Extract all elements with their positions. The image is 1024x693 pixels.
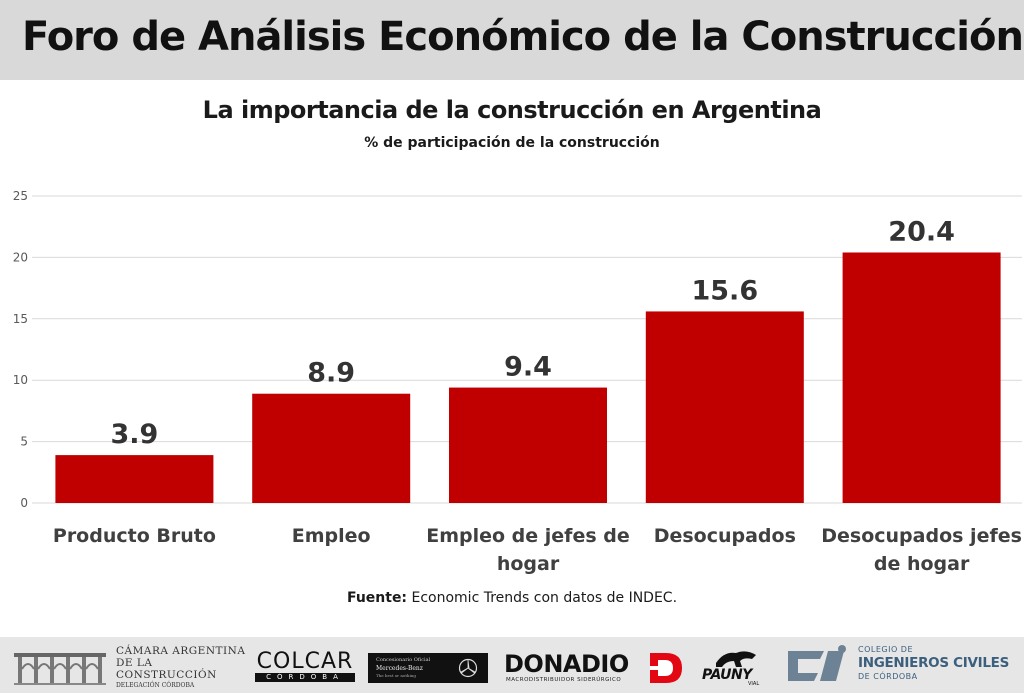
camara-line1: CÁMARA ARGENTINA — [116, 645, 246, 657]
mercedes-benz-logo: Concesionario Oficial Mercedes-Benz The … — [368, 653, 488, 683]
sponsor-footer: CÁMARA ARGENTINA DE LA CONSTRUCCIÓN DELE… — [0, 637, 1024, 693]
x-category-line: Empleo de jefes de — [426, 525, 630, 547]
donadio-sub: MACRODISTRIBUIDOR SIDERÚRGICO — [506, 677, 622, 683]
forum-title: Foro de Análisis Económico de la Constru… — [22, 14, 1024, 60]
x-category-line: Empleo — [292, 525, 371, 547]
camara-argentina-logo: CÁMARA ARGENTINA DE LA CONSTRUCCIÓN DELE… — [116, 645, 246, 690]
x-category-label-3: Empleo de jefes de hogar — [426, 525, 630, 575]
camara-line3: DELEGACIÓN CÓRDOBA — [116, 682, 195, 689]
mercedes-line3: The best or nothing — [376, 673, 416, 678]
donadio-logo: DONADIO MACRODISTRIBUIDOR SIDERÚRGICO — [504, 651, 684, 687]
x-category-label-2: Empleo — [292, 525, 371, 547]
y-tick-label: 20 — [13, 250, 28, 264]
colegio-ingenieros-logo: COLEGIO DE INGENIEROS CIVILES DE CÓRDOBA — [858, 645, 1018, 682]
x-axis-categories: Producto Bruto Empleo Empleo de jefes de ho… — [53, 525, 1022, 575]
x-category-label-5: Desocupados jefes de hogar — [821, 525, 1022, 575]
colcar-name: COLCAR — [256, 649, 354, 674]
header-banner: Foro de Análisis Económico de la Constru… — [0, 0, 1024, 80]
colegio-line2: INGENIEROS CIVILES — [858, 655, 1010, 671]
y-tick-label: 0 — [20, 496, 28, 510]
bar-5 — [842, 252, 1001, 503]
y-tick-label: 15 — [13, 312, 28, 326]
donadio-name: DONADIO — [504, 650, 629, 678]
aqueduct-logo-icon — [14, 653, 106, 685]
x-category-line: Producto Bruto — [53, 525, 216, 547]
data-label-4: 15.6 — [691, 275, 758, 306]
bar-1 — [55, 455, 214, 503]
source-text: Economic Trends con datos de INDEC. — [407, 590, 678, 606]
source-note: Fuente: Economic Trends con datos de IND… — [0, 590, 1024, 606]
bar-2 — [252, 393, 411, 503]
source-label: Fuente: — [346, 590, 408, 606]
y-axis-ticks: 0 5 10 15 20 25 — [13, 189, 28, 510]
puma-icon — [716, 651, 756, 667]
ci-emblem-icon — [788, 645, 846, 681]
colcar-city: CÓRDOBA — [255, 673, 355, 682]
x-category-line: hogar — [497, 553, 560, 575]
chart-subtitle: % de participación de la construcción — [364, 135, 660, 151]
y-tick-label: 5 — [20, 435, 28, 449]
donadio-d-icon — [650, 653, 682, 683]
bar-chart: 0 5 10 15 20 25 3.9 8.9 9.4 15.6 20.4 Producto Br… — [13, 189, 1022, 575]
x-category-line: Desocupados — [654, 525, 796, 547]
pauny-sub: VIAL — [748, 681, 760, 687]
mercedes-star-icon — [458, 658, 478, 678]
bar-3 — [449, 387, 607, 503]
chart-title: La importancia de la construcción en Arg… — [202, 96, 822, 124]
data-label-1: 3.9 — [110, 419, 158, 450]
colegio-line1: COLEGIO DE — [858, 645, 914, 654]
data-label-3: 9.4 — [504, 352, 552, 383]
x-category-line: de hogar — [874, 553, 970, 575]
pauny-name: PAUNY — [702, 667, 752, 683]
bar-4 — [645, 311, 804, 503]
x-category-label-4: Desocupados — [654, 525, 796, 547]
colcar-logo: COLCAR CÓRDOBA — [255, 651, 355, 683]
mercedes-line1: Concesionario Oficial — [376, 657, 431, 663]
x-category-label-1: Producto Bruto — [53, 525, 216, 547]
data-label-5: 20.4 — [888, 216, 955, 247]
bars — [55, 252, 1001, 503]
y-tick-label: 25 — [13, 189, 28, 203]
pauny-logo: PAUNY VIAL — [700, 647, 774, 687]
y-tick-label: 10 — [13, 373, 28, 387]
camara-line2: DE LA CONSTRUCCIÓN — [116, 657, 217, 681]
data-labels: 3.9 8.9 9.4 15.6 20.4 — [110, 216, 954, 450]
colegio-line3: DE CÓRDOBA — [858, 672, 918, 681]
data-label-2: 8.9 — [307, 358, 355, 389]
mercedes-line2: Mercedes-Benz — [376, 665, 423, 672]
x-category-line: Desocupados jefes — [821, 525, 1022, 547]
